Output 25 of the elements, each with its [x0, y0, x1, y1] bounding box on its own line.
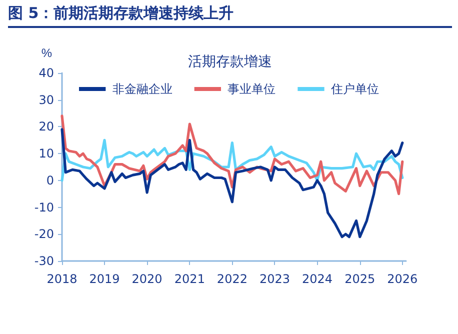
x-tick-label: 2020 [132, 272, 162, 286]
legend-label: 事业单位 [228, 82, 276, 96]
legend-label: 住户单位 [330, 82, 379, 96]
x-tick-label: 2024 [302, 272, 333, 286]
y-tick-label: 30 [38, 92, 54, 107]
line-series [60, 128, 404, 238]
y-tick-label: 0 [46, 173, 54, 188]
x-tick-label: 2021 [174, 272, 205, 286]
x-tick-label: 2018 [46, 272, 78, 286]
chart-subtitle: 活期存款增速 [188, 54, 272, 70]
y-tick-label: -10 [34, 200, 54, 214]
y-tick-label: 10 [38, 146, 54, 161]
x-tick-label: 2025 [344, 272, 376, 286]
legend-label: 非金融企业 [112, 82, 172, 96]
y-axis-title: % [41, 46, 52, 60]
chart-title: 图 5：前期活期存款增速持续上升 [8, 4, 452, 28]
y-tick-label: -30 [34, 254, 54, 268]
x-tick-label: 2022 [216, 272, 248, 286]
x-tick-label: 2026 [387, 272, 418, 286]
y-tick-label: -20 [34, 227, 54, 242]
y-tick-label: 20 [38, 120, 54, 134]
y-tick-label: 40 [38, 66, 54, 80]
x-tick-label: 2023 [259, 272, 290, 286]
x-tick-label: 2019 [89, 272, 120, 286]
line-series [60, 114, 404, 196]
